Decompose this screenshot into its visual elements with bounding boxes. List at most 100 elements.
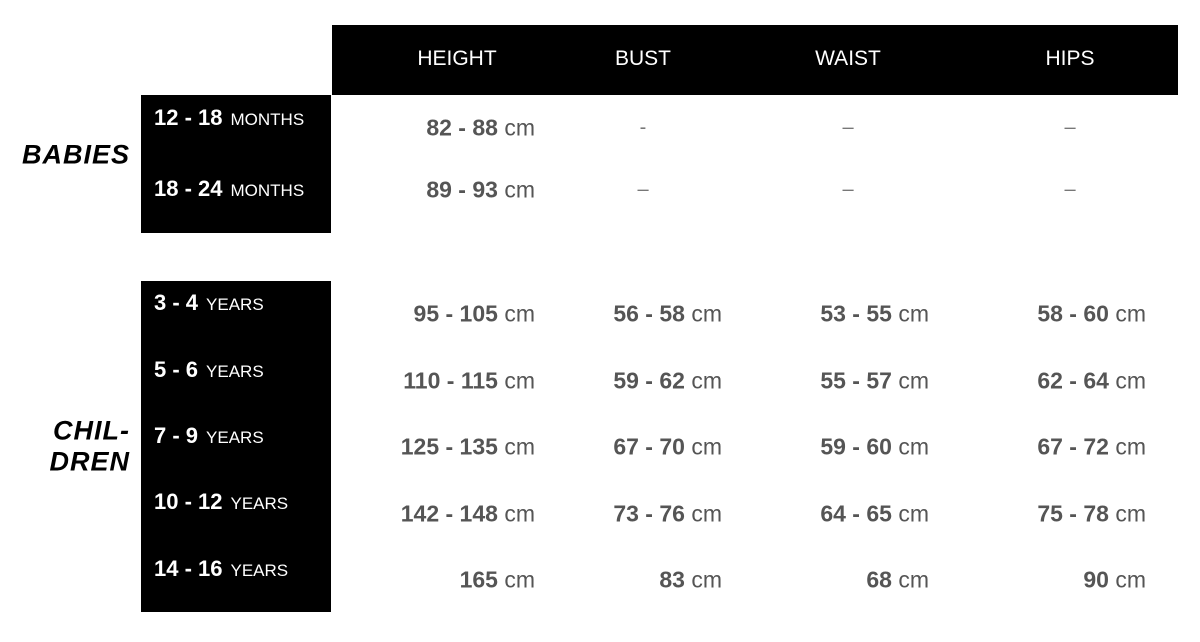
- measurement-range: 165: [459, 566, 498, 593]
- measurement-range: 75 - 78: [1037, 500, 1109, 527]
- measurement-unit: cm: [691, 566, 722, 593]
- measurement-unit: cm: [1115, 367, 1146, 394]
- empty-cell: –: [1064, 116, 1076, 139]
- measurement: 59 - 62 cm: [502, 368, 722, 395]
- size-unit: YEARS: [206, 295, 264, 314]
- measurement-range: 89 - 93: [426, 176, 498, 203]
- measurement: 89 - 93 cm: [315, 177, 535, 204]
- measurement-range: 62 - 64: [1037, 367, 1109, 394]
- measurement-unit: cm: [504, 566, 535, 593]
- empty-cell: –: [842, 116, 854, 139]
- measurement-range: 83: [659, 566, 685, 593]
- measurement: 58 - 60 cm: [926, 301, 1146, 328]
- measurement-unit: cm: [504, 500, 535, 527]
- measurement-unit: cm: [691, 300, 722, 327]
- measurement-unit: cm: [504, 114, 535, 141]
- row-label: 10 - 12 YEARS: [154, 489, 288, 515]
- row-label: 14 - 16 YEARS: [154, 556, 288, 582]
- measurement-unit: cm: [1115, 500, 1146, 527]
- measurement: 125 - 135 cm: [315, 434, 535, 461]
- measurement-unit: cm: [691, 500, 722, 527]
- measurement-unit: cm: [898, 367, 929, 394]
- babies-block: [141, 95, 331, 233]
- measurement: 95 - 105 cm: [315, 301, 535, 328]
- empty-cell: –: [842, 178, 854, 201]
- measurement-range: 68: [866, 566, 892, 593]
- measurement-unit: cm: [898, 300, 929, 327]
- empty-cell: –: [1064, 178, 1076, 201]
- measurement-range: 67 - 72: [1037, 433, 1109, 460]
- measurement: 64 - 65 cm: [709, 501, 929, 528]
- measurement-unit: cm: [691, 433, 722, 460]
- measurement-unit: cm: [504, 300, 535, 327]
- size-range: 14 - 16: [154, 556, 223, 581]
- size-unit: MONTHS: [230, 110, 305, 129]
- measurement-unit: cm: [1115, 433, 1146, 460]
- measurement-range: 95 - 105: [413, 300, 498, 327]
- size-unit: YEARS: [206, 362, 264, 381]
- size-range: 5 - 6: [154, 357, 199, 382]
- measurement: 75 - 78 cm: [926, 501, 1146, 528]
- row-label: 5 - 6 YEARS: [154, 357, 264, 383]
- size-range: 10 - 12: [154, 489, 223, 514]
- measurement-range: 64 - 65: [820, 500, 892, 527]
- measurement-range: 59 - 60: [820, 433, 892, 460]
- measurement: 62 - 64 cm: [926, 368, 1146, 395]
- measurement: 67 - 72 cm: [926, 434, 1146, 461]
- size-range: 12 - 18: [154, 105, 223, 130]
- measurement: 68 cm: [709, 567, 929, 594]
- measurement-range: 56 - 58: [613, 300, 685, 327]
- measurement-unit: cm: [504, 433, 535, 460]
- group-label: CHIL-: [53, 415, 130, 446]
- measurement-range: 82 - 88: [426, 114, 498, 141]
- measurement-unit: cm: [898, 566, 929, 593]
- row-label: 3 - 4 YEARS: [154, 290, 264, 316]
- measurement-range: 125 - 135: [400, 433, 498, 460]
- measurement: 73 - 76 cm: [502, 501, 722, 528]
- measurement-range: 59 - 62: [613, 367, 685, 394]
- measurement-range: 58 - 60: [1037, 300, 1109, 327]
- size-unit: YEARS: [206, 428, 264, 447]
- measurement: 165 cm: [315, 567, 535, 594]
- measurement-unit: cm: [1115, 300, 1146, 327]
- measurement: 59 - 60 cm: [709, 434, 929, 461]
- header-bar: [332, 25, 1178, 95]
- measurement-range: 55 - 57: [820, 367, 892, 394]
- measurement-range: 110 - 115: [403, 367, 498, 394]
- measurement: 142 - 148 cm: [315, 501, 535, 528]
- group-label: BABIES: [21, 139, 130, 170]
- measurement: 67 - 70 cm: [502, 434, 722, 461]
- size-range: 3 - 4: [154, 290, 199, 315]
- row-label: 18 - 24 MONTHS: [154, 176, 304, 202]
- size-unit: YEARS: [230, 561, 289, 580]
- group-label: DREN: [49, 446, 130, 477]
- row-label: 7 - 9 YEARS: [154, 423, 264, 449]
- column-header: HIPS: [1045, 47, 1095, 70]
- measurement: 83 cm: [502, 567, 722, 594]
- measurement-unit: cm: [1115, 566, 1146, 593]
- size-range: 18 - 24: [154, 176, 223, 201]
- measurement: 110 - 115 cm: [315, 368, 535, 395]
- measurement-range: 53 - 55: [820, 300, 892, 327]
- column-header: WAIST: [815, 47, 881, 70]
- measurement: 82 - 88 cm: [315, 115, 535, 142]
- measurement: 55 - 57 cm: [709, 368, 929, 395]
- measurement-range: 90: [1083, 566, 1109, 593]
- measurement: 56 - 58 cm: [502, 301, 722, 328]
- size-unit: MONTHS: [230, 181, 305, 200]
- size-unit: YEARS: [230, 494, 289, 513]
- children-block: [141, 281, 331, 612]
- measurement-unit: cm: [898, 500, 929, 527]
- size-range: 7 - 9: [154, 423, 199, 448]
- measurement: 53 - 55 cm: [709, 301, 929, 328]
- column-header: HEIGHT: [417, 47, 497, 70]
- measurement-range: 73 - 76: [613, 500, 685, 527]
- column-header: BUST: [614, 47, 671, 70]
- empty-cell: –: [637, 178, 649, 201]
- measurement-range: 67 - 70: [613, 433, 685, 460]
- measurement-unit: cm: [504, 176, 535, 203]
- measurement-unit: cm: [504, 367, 535, 394]
- measurement-unit: cm: [898, 433, 929, 460]
- measurement: 90 cm: [926, 567, 1146, 594]
